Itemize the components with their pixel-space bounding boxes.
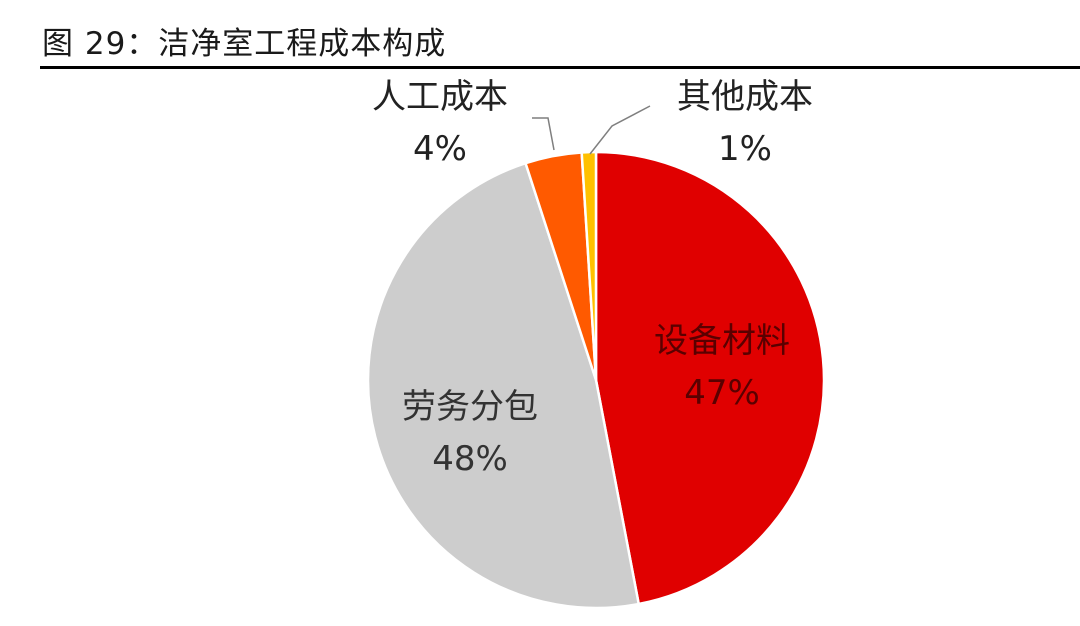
leader-line-4 — [589, 105, 651, 155]
pie-slice-4 — [580, 150, 598, 381]
title-underline — [40, 66, 1080, 69]
slice-labels: 设备材料 47% 劳务分包 48% 人工成本 4% 其他成本 1% — [372, 77, 813, 479]
slice-name-label-3: 人工成本 — [372, 77, 508, 117]
slice-name-label-2: 劳务分包 — [402, 387, 538, 427]
slice-value-label-2: 48% — [432, 439, 508, 479]
pie-slice-2 — [366, 161, 641, 610]
chart-title: 图 29：洁净室工程成本构成 — [42, 26, 447, 62]
slice-name-label-4: 其他成本 — [677, 77, 813, 117]
pie-slice-1 — [594, 150, 826, 606]
slice-value-label-4: 1% — [718, 129, 772, 169]
pie-slices — [366, 150, 826, 610]
slice-name-label-1: 设备材料 — [654, 321, 790, 361]
slice-value-label-3: 4% — [413, 129, 467, 169]
slice-value-label-1: 47% — [684, 373, 760, 413]
leader-line-3 — [532, 117, 555, 151]
leader-lines — [532, 105, 651, 155]
